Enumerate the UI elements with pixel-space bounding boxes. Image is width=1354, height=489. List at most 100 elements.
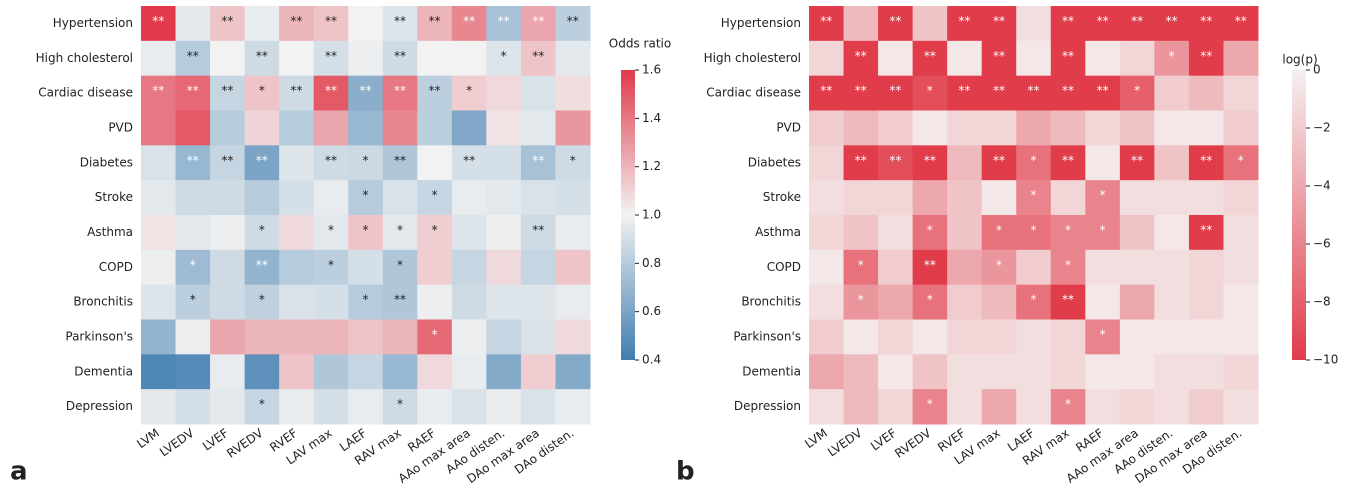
significance-label: ** bbox=[1200, 14, 1212, 28]
heatmap-cell bbox=[210, 145, 246, 181]
heatmap-cell bbox=[382, 145, 418, 181]
significance-label: ** bbox=[290, 14, 302, 28]
heatmap-cell bbox=[486, 75, 522, 111]
heatmap-cell bbox=[313, 110, 349, 146]
heatmap-cell bbox=[382, 389, 418, 425]
heatmap-cell bbox=[141, 249, 177, 286]
significance-label: ** bbox=[924, 258, 936, 272]
heatmap-cell bbox=[1223, 145, 1259, 181]
heatmap-cell bbox=[520, 40, 556, 77]
heatmap-cell bbox=[555, 110, 591, 146]
heatmap-cell bbox=[141, 6, 177, 42]
heatmap-cell bbox=[947, 180, 983, 216]
heatmap-cell bbox=[141, 145, 177, 181]
heatmap-cell bbox=[809, 40, 845, 77]
heatmap-cell bbox=[451, 215, 487, 251]
row-label: Bronchitis bbox=[741, 295, 801, 309]
heatmap-cell bbox=[1085, 75, 1121, 111]
heatmap-cell bbox=[486, 110, 522, 146]
significance-label: ** bbox=[1062, 14, 1074, 28]
heatmap-cell bbox=[947, 6, 983, 42]
heatmap-cell bbox=[555, 6, 591, 42]
heatmap-cell bbox=[1188, 180, 1224, 216]
significance-label: * bbox=[927, 397, 933, 411]
heatmap-cell bbox=[382, 6, 418, 42]
heatmap-cell bbox=[1188, 145, 1224, 181]
significance-label: ** bbox=[221, 153, 233, 167]
significance-label: * bbox=[190, 258, 196, 272]
panel-label: a bbox=[10, 457, 28, 487]
heatmap-cell bbox=[313, 249, 349, 286]
heatmap-cell bbox=[843, 110, 879, 146]
row-label: Asthma bbox=[755, 225, 801, 239]
heatmap-cell bbox=[313, 145, 349, 181]
heatmap-cell bbox=[175, 180, 211, 216]
heatmap-cell bbox=[1154, 215, 1190, 251]
heatmap-cell bbox=[520, 389, 556, 425]
heatmap-cell bbox=[141, 110, 177, 146]
significance-label: ** bbox=[394, 49, 406, 63]
heatmap-cell bbox=[175, 75, 211, 111]
heatmap-cell bbox=[912, 75, 948, 111]
row-label: Cardiac disease bbox=[38, 86, 133, 100]
heatmap-cell bbox=[417, 180, 453, 216]
heatmap-cell bbox=[382, 354, 418, 390]
heatmap-cell bbox=[244, 319, 280, 355]
heatmap-cell bbox=[1050, 215, 1086, 251]
heatmap-cell bbox=[1223, 249, 1259, 286]
heatmap-cell bbox=[1016, 110, 1052, 146]
heatmap-cell bbox=[417, 40, 453, 77]
heatmap-cell bbox=[981, 75, 1017, 111]
heatmap-cell bbox=[1188, 354, 1224, 390]
row-label: Asthma bbox=[87, 225, 133, 239]
heatmap-cell bbox=[348, 180, 384, 216]
heatmap-cell bbox=[244, 180, 280, 216]
heatmap-cell bbox=[175, 215, 211, 251]
heatmap-cell bbox=[809, 284, 845, 320]
colorbar-tick-label: −4 bbox=[1313, 179, 1331, 193]
heatmap-cell bbox=[244, 249, 280, 286]
heatmap-cell bbox=[520, 110, 556, 146]
heatmap-cell bbox=[1016, 284, 1052, 320]
heatmap-cell bbox=[451, 180, 487, 216]
heatmap-cell bbox=[1119, 284, 1155, 320]
significance-label: * bbox=[1100, 188, 1106, 202]
heatmap-cell bbox=[1223, 284, 1259, 320]
heatmap-cell bbox=[417, 110, 453, 146]
heatmap-cell bbox=[313, 215, 349, 251]
heatmap-cell bbox=[210, 319, 246, 355]
heatmap-cell bbox=[313, 75, 349, 111]
heatmap-cell bbox=[1085, 215, 1121, 251]
heatmap-cell bbox=[947, 40, 983, 77]
heatmap-cell bbox=[348, 40, 384, 77]
significance-label: ** bbox=[256, 153, 268, 167]
heatmap-cell bbox=[313, 40, 349, 77]
heatmap-cell bbox=[555, 284, 591, 320]
heatmap-cell bbox=[1016, 6, 1052, 42]
row-label: Dementia bbox=[74, 364, 133, 378]
heatmap-cell bbox=[1223, 180, 1259, 216]
heatmap-cell bbox=[981, 40, 1017, 77]
row-label: Parkinson's bbox=[65, 329, 133, 343]
colorbar-tick-label: −10 bbox=[1313, 353, 1338, 367]
significance-label: ** bbox=[1028, 84, 1040, 98]
heatmap-cell bbox=[912, 110, 948, 146]
heatmap-cell bbox=[947, 354, 983, 390]
colorbar-title: log(p) bbox=[1282, 53, 1317, 67]
row-label: Stroke bbox=[763, 190, 801, 204]
significance-label: ** bbox=[532, 14, 544, 28]
colorbar-tick-label: 0 bbox=[1313, 63, 1321, 77]
heatmap-cell bbox=[981, 215, 1017, 251]
significance-label: * bbox=[501, 49, 507, 63]
heatmap-cell bbox=[279, 6, 315, 42]
heatmap-cell bbox=[451, 284, 487, 320]
heatmap-cell bbox=[1223, 215, 1259, 251]
significance-label: * bbox=[397, 223, 403, 237]
heatmap-cell bbox=[1119, 389, 1155, 425]
heatmap-cell bbox=[175, 145, 211, 181]
heatmap-cell bbox=[417, 6, 453, 42]
significance-label: ** bbox=[394, 84, 406, 98]
significance-label: ** bbox=[394, 14, 406, 28]
significance-label: ** bbox=[256, 258, 268, 272]
heatmap-cell bbox=[1188, 389, 1224, 425]
